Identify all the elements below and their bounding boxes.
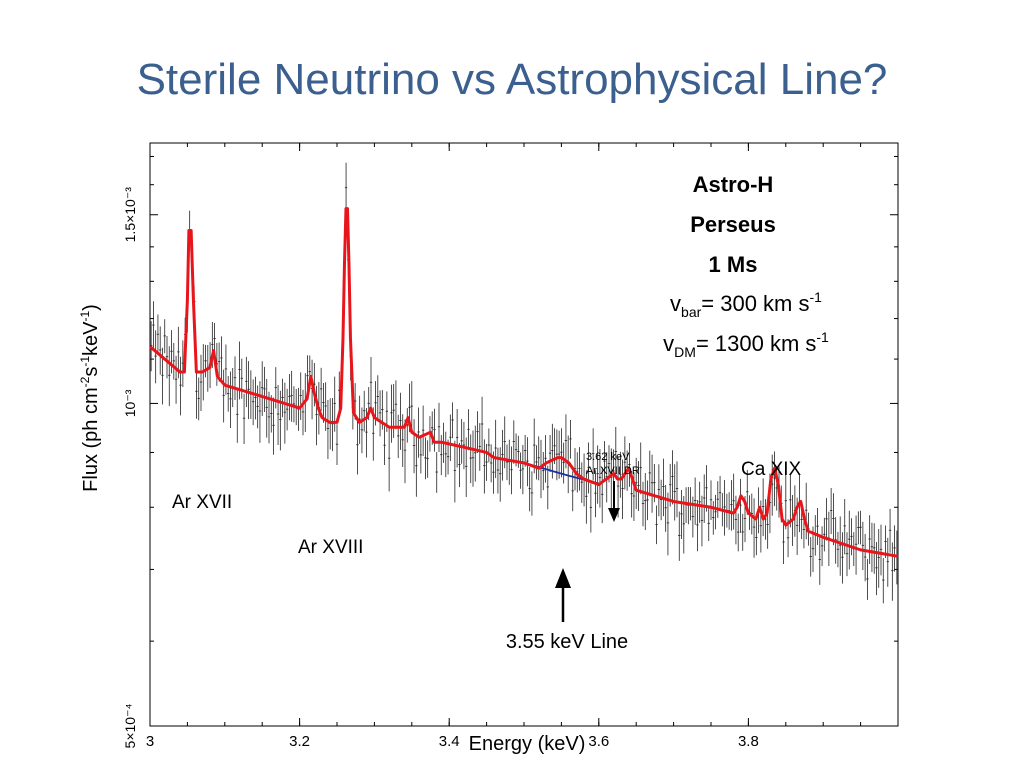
x-tick-label: 3.4 [439, 733, 460, 750]
info-exposure: 1 Ms [709, 252, 758, 277]
y-axis-label: Flux (ph cm-2s-1keV-1) [78, 304, 102, 492]
info-instrument: Astro-H [693, 172, 774, 197]
info-target: Perseus [690, 212, 776, 237]
x-tick-label: 3.6 [588, 733, 609, 750]
axis-ticks: 3 3.2 3.4 3.6 3.8 5×10⁻⁴ 10⁻³ 1.5×10⁻³ [122, 143, 899, 750]
v-dm-value: = 1300 km s [696, 331, 816, 356]
y-axis-label-part-b: s [80, 367, 102, 377]
model-lines [149, 207, 899, 558]
v-bar-value: = 300 km s [701, 291, 809, 316]
x-tick-label: 3 [146, 733, 154, 750]
y-tick-label: 10⁻³ [122, 389, 138, 417]
y-tick-label: 5×10⁻⁴ [122, 704, 138, 749]
y-axis-label-exp-2: -1 [78, 356, 92, 367]
annotation-ar-xvii-dr: Ar XVII DR [586, 465, 640, 477]
v-bar-subscript: bar [681, 304, 702, 320]
v-dm-symbol: v [663, 331, 674, 356]
arrow-3-62-kev-head [608, 508, 620, 522]
y-axis-label-part-d: ) [80, 304, 102, 311]
annotation-ar-xvii: Ar XVII [172, 492, 232, 513]
x-tick-label: 3.8 [738, 733, 759, 750]
arrow-3-55-kev-head [555, 568, 571, 588]
info-v-bar: vbar= 300 km s-1 [670, 289, 822, 320]
v-bar-symbol: v [670, 291, 681, 316]
y-axis-label-exp-3: -1 [78, 311, 92, 322]
data-points [149, 162, 899, 604]
v-dm-exponent: -1 [816, 329, 829, 345]
y-tick-label: 1.5×10⁻³ [122, 187, 138, 243]
y-axis-label-exp-1: -2 [78, 376, 92, 387]
x-axis-label: Energy (keV) [469, 733, 586, 755]
model-line [149, 207, 899, 558]
v-bar-exponent: -1 [810, 289, 823, 305]
annotation-3-55-kev-line: 3.55 keV Line [506, 631, 628, 653]
slide-title: Sterile Neutrino vs Astrophysical Line? [136, 55, 888, 104]
y-axis-label-part-c: keV [80, 321, 102, 356]
annotation-ca-xix: Ca XIX [741, 459, 802, 480]
x-tick-label: 3.2 [289, 733, 310, 750]
annotation-ar-xviii: Ar XVIII [298, 537, 363, 558]
v-dm-subscript: DM [674, 344, 696, 360]
info-v-dm: vDM= 1300 km s-1 [663, 329, 829, 360]
annotation-3-62-kev: 3.62 keV [586, 451, 630, 463]
y-axis-label-part-a: Flux (ph cm [80, 387, 102, 491]
